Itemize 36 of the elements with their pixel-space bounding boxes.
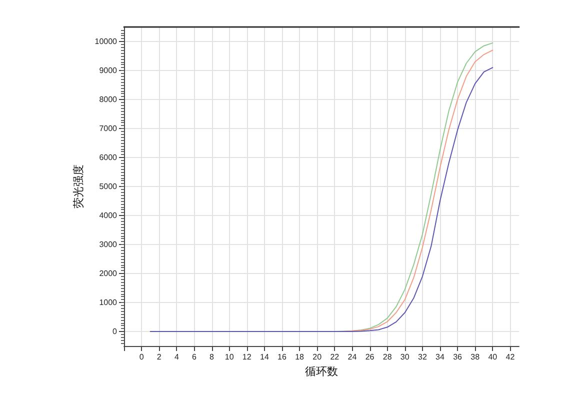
x-tick-label: 24 <box>348 352 358 362</box>
y-tick-label: 0 <box>112 327 118 336</box>
x-tick-label: 16 <box>278 352 287 362</box>
x-tick-label: 42 <box>506 352 516 362</box>
y-tick-label: 9000 <box>99 66 118 75</box>
x-tick-label: 8 <box>210 352 215 362</box>
y-tick-label: 3000 <box>99 240 118 249</box>
y-tick-label: 8000 <box>99 95 118 104</box>
x-tick-label: 4 <box>174 352 180 362</box>
x-tick-label: 14 <box>260 352 270 362</box>
x-tick-label: 10 <box>224 352 234 362</box>
x-tick-label: 26 <box>365 352 375 362</box>
x-tick-label: 36 <box>453 352 463 362</box>
y-tick-label: 1000 <box>99 298 118 307</box>
x-tick-label: 20 <box>312 352 322 362</box>
x-tick-label: 34 <box>436 352 445 362</box>
y-tick-label: 10000 <box>94 37 118 46</box>
x-tick-label: 12 <box>242 352 252 362</box>
x-tick-label: 32 <box>418 352 428 362</box>
x-tick-label: 6 <box>192 352 197 362</box>
x-tick-label: 18 <box>295 352 305 362</box>
y-tick-label: 4000 <box>99 211 118 220</box>
x-tick-label: 30 <box>400 352 410 362</box>
y-tick-label: 2000 <box>99 269 118 278</box>
x-tick-label: 28 <box>382 352 392 362</box>
x-tick-label: 0 <box>139 352 144 362</box>
y-axis-title: 荧光强度 <box>72 164 85 208</box>
x-tick-label: 40 <box>488 352 498 362</box>
y-tick-label: 7000 <box>99 124 118 133</box>
x-axis-title: 循环数 <box>305 365 338 378</box>
x-tick-label: 22 <box>330 352 340 362</box>
x-tick-label: 2 <box>156 352 162 362</box>
line-series <box>150 67 494 332</box>
x-tick-label: 38 <box>470 352 480 362</box>
y-tick-label: 6000 <box>99 153 118 162</box>
y-tick-label: 5000 <box>99 182 118 191</box>
